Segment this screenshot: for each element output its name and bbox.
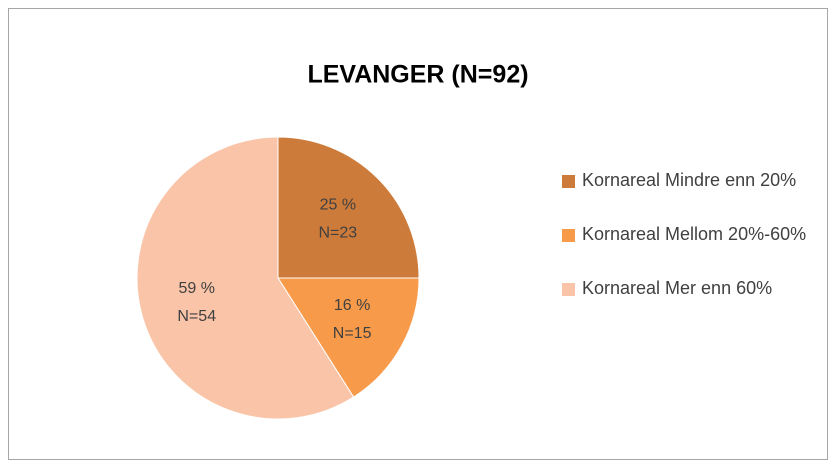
data-label: 25 % (320, 196, 356, 213)
legend-item: Kornareal Mindre enn 20% (562, 166, 824, 195)
legend-swatch (562, 283, 575, 296)
legend-label: Kornareal Mellom 20%-60% (582, 224, 807, 244)
chart-title: LEVANGER (N=92) (307, 61, 528, 89)
legend: Kornareal Mindre enn 20% Kornareal Mellom… (562, 166, 824, 328)
legend-label: Kornareal Mer enn 60% (582, 278, 773, 298)
data-label: N=54 (177, 308, 216, 325)
legend-swatch (562, 175, 575, 188)
data-label: N=23 (318, 224, 357, 241)
pie-slice (277, 277, 420, 398)
pie-slice (136, 136, 355, 420)
legend-swatch (562, 229, 575, 242)
legend-label: Kornareal Mindre enn 20% (582, 170, 797, 190)
pie-slice (277, 136, 420, 279)
data-label: 16 % (334, 297, 370, 314)
data-label: 59 % (179, 280, 215, 297)
legend-item: Kornareal Mer enn 60% (562, 274, 824, 303)
legend-item: Kornareal Mellom 20%-60% (562, 220, 824, 249)
data-label: N=15 (333, 325, 372, 342)
